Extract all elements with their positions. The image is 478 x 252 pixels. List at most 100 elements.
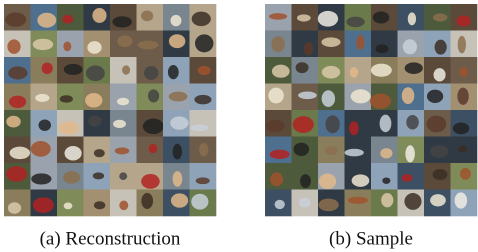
image-content xyxy=(115,147,130,154)
image-tile xyxy=(371,31,398,58)
image-content xyxy=(380,115,392,133)
image-content xyxy=(141,174,159,189)
image-content xyxy=(60,95,73,102)
image-content xyxy=(318,199,338,212)
image-content xyxy=(33,39,53,50)
image-content xyxy=(402,174,413,182)
image-content xyxy=(356,35,364,50)
image-content xyxy=(122,65,130,74)
image-content xyxy=(325,146,338,155)
image-content xyxy=(322,90,335,107)
image-tile xyxy=(345,57,372,84)
image-content xyxy=(382,177,390,183)
image-content xyxy=(275,200,285,209)
image-content xyxy=(173,144,182,160)
image-content xyxy=(346,17,364,27)
image-content xyxy=(117,98,129,105)
image-content xyxy=(381,193,393,207)
image-tile xyxy=(371,163,398,190)
image-content xyxy=(408,12,416,25)
image-content xyxy=(352,174,370,187)
image-content xyxy=(138,41,159,50)
image-content xyxy=(8,202,21,214)
image-content xyxy=(93,172,104,179)
image-content xyxy=(119,201,128,211)
image-content xyxy=(427,90,443,103)
image-content xyxy=(458,36,466,54)
image-content xyxy=(194,95,211,105)
image-content xyxy=(141,10,153,21)
image-content xyxy=(457,88,468,105)
image-content xyxy=(293,116,314,133)
image-grid xyxy=(265,4,477,216)
image-content xyxy=(293,143,309,156)
image-content xyxy=(42,62,53,74)
image-content xyxy=(92,8,106,23)
image-content xyxy=(456,15,470,26)
image-content xyxy=(403,39,417,54)
image-content xyxy=(119,172,127,180)
caption: (b) Sample xyxy=(329,228,413,249)
caption: (a) Reconstruction xyxy=(40,228,181,249)
image-content xyxy=(325,115,339,133)
image-content xyxy=(402,87,415,104)
image-content xyxy=(318,11,338,27)
image-content xyxy=(296,62,309,73)
image-content xyxy=(433,169,448,180)
image-content xyxy=(348,197,368,204)
image-content xyxy=(430,194,446,206)
image-content xyxy=(173,171,183,187)
image-content xyxy=(7,39,20,54)
image-tile xyxy=(292,31,319,58)
image-content xyxy=(430,145,448,158)
image-content xyxy=(268,88,283,104)
image-content xyxy=(321,37,340,47)
image-content xyxy=(300,174,311,188)
image-content xyxy=(64,64,83,75)
image-content xyxy=(455,192,467,208)
image-content xyxy=(168,65,179,79)
image-content xyxy=(406,115,419,130)
image-content xyxy=(171,15,182,26)
image-tile xyxy=(110,84,137,111)
image-content xyxy=(304,42,314,55)
image-content xyxy=(6,116,20,128)
image-content xyxy=(59,121,79,135)
image-content xyxy=(405,62,423,74)
image-content xyxy=(63,171,80,184)
image-content xyxy=(349,121,359,135)
image-content xyxy=(85,93,102,108)
image-content xyxy=(427,116,447,133)
image-content xyxy=(322,66,340,79)
image-content xyxy=(271,36,285,52)
image-content xyxy=(266,120,285,132)
image-content xyxy=(62,15,73,24)
image-tile xyxy=(190,163,217,190)
image-content xyxy=(195,34,213,52)
image-content xyxy=(298,91,317,99)
image-content xyxy=(148,89,159,102)
image-content xyxy=(405,145,414,162)
image-content xyxy=(319,173,336,189)
image-content xyxy=(433,13,447,21)
image-content xyxy=(297,14,311,21)
image-content xyxy=(31,173,51,184)
image-content xyxy=(345,149,364,157)
image-content xyxy=(169,34,185,48)
image-content xyxy=(375,44,388,53)
image-content xyxy=(87,41,101,54)
image-content xyxy=(113,120,126,128)
image-content xyxy=(270,150,290,159)
image-content xyxy=(170,116,188,129)
image-content xyxy=(117,35,132,47)
image-content xyxy=(404,193,421,210)
image-content xyxy=(143,119,164,134)
image-content xyxy=(434,68,446,81)
image-content xyxy=(10,147,31,159)
image-content xyxy=(141,193,153,209)
image-content xyxy=(94,201,105,209)
image-content xyxy=(453,123,469,135)
image-content xyxy=(149,144,158,153)
image-content xyxy=(191,125,209,132)
image-content xyxy=(63,42,71,52)
